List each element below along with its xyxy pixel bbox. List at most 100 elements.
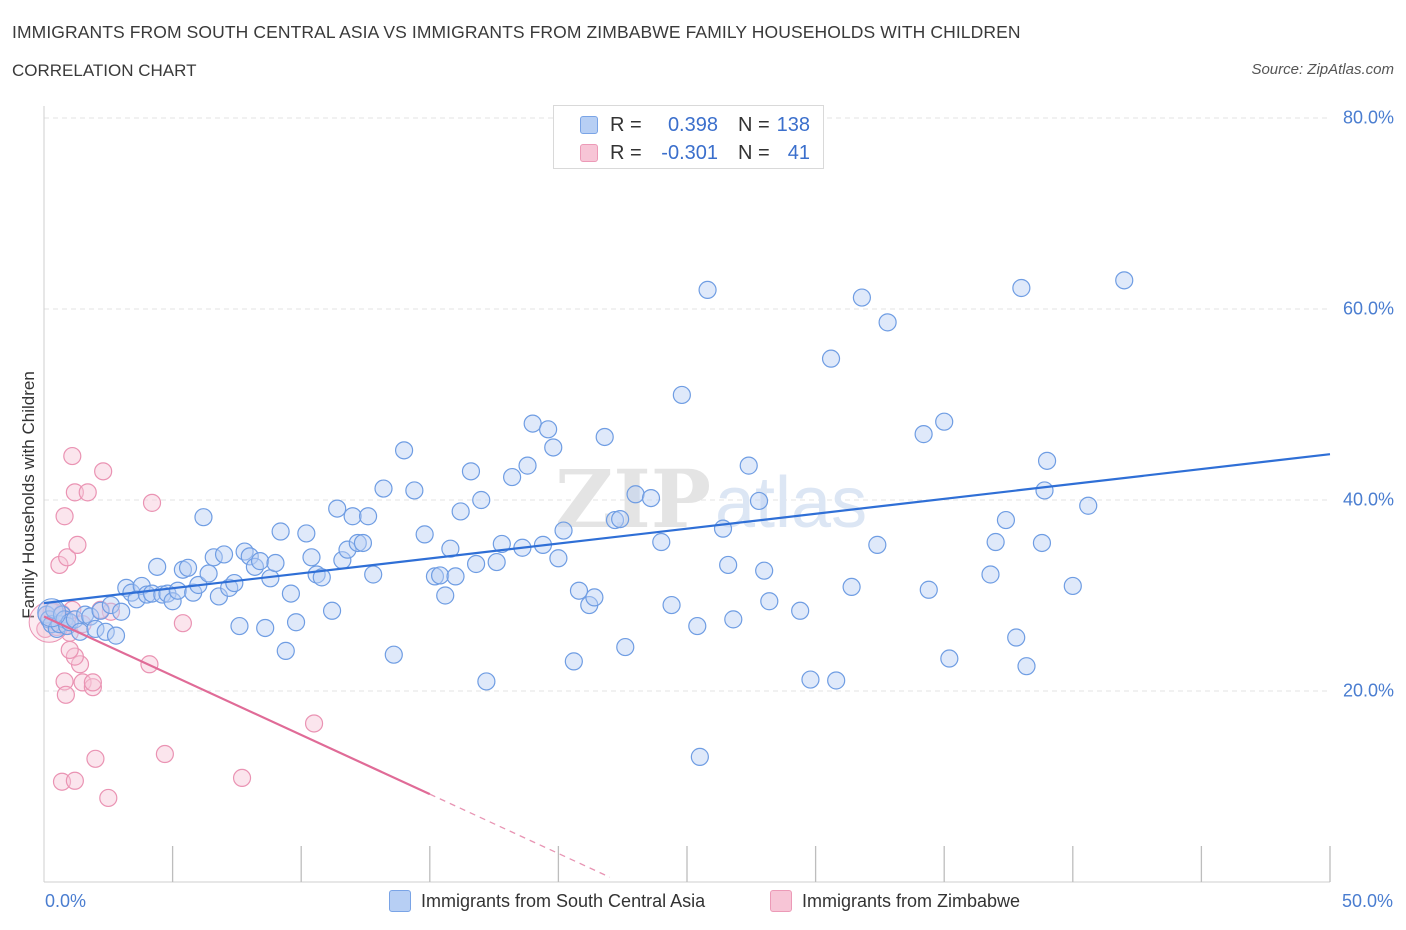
data-point-zimbabwe: [155, 744, 174, 764]
data-point-south-central-asia: [461, 462, 481, 481]
data-point-zimbabwe: [73, 673, 92, 692]
data-point-south-central-asia: [364, 565, 383, 584]
y-tick-label: 80.0%: [1342, 107, 1394, 128]
data-point-south-central-asia: [204, 548, 223, 567]
data-point-zimbabwe: [58, 548, 77, 567]
svg-text:atlas: atlas: [715, 463, 867, 543]
data-point-south-central-asia: [544, 438, 563, 457]
stats-legend: R = 0.398 N = 138 R = -0.301 N = 41: [553, 105, 824, 169]
legend-item-zimbabwe: Immigrants from Zimbabwe: [770, 890, 1020, 912]
data-point-south-central-asia: [672, 385, 691, 405]
data-point-south-central-asia: [86, 619, 105, 639]
data-point-south-central-asia: [276, 641, 295, 660]
data-point-south-central-asia: [384, 645, 403, 664]
data-point-south-central-asia: [70, 622, 90, 641]
trend-line-zimbabwe-extension: [429, 793, 611, 878]
pink-swatch: [580, 144, 598, 162]
data-point-south-central-asia: [405, 481, 424, 500]
data-point-south-central-asia: [91, 601, 110, 620]
data-point-zimbabwe: [65, 483, 84, 502]
trend-line-south-central-asia: [43, 453, 1331, 605]
data-point-south-central-asia: [801, 670, 820, 689]
data-point-south-central-asia: [487, 552, 506, 572]
data-point-south-central-asia: [626, 485, 645, 504]
data-point-south-central-asia: [935, 412, 954, 431]
axes: [43, 106, 1331, 883]
data-point-south-central-asia: [436, 586, 455, 605]
data-point-south-central-asia: [472, 490, 491, 510]
data-point-south-central-asia: [348, 533, 367, 553]
svg-text:ZIP: ZIP: [555, 452, 711, 546]
south-central-asia-points: [37, 271, 1134, 766]
data-point-zimbabwe: [50, 555, 69, 575]
data-point-south-central-asia: [755, 561, 774, 580]
data-point-south-central-asia: [1037, 451, 1057, 470]
data-point-south-central-asia: [791, 601, 810, 620]
data-point-south-central-asia: [652, 532, 671, 552]
data-point-zimbabwe: [232, 768, 252, 788]
data-point-zimbabwe: [56, 685, 75, 704]
legend-label: Immigrants from Zimbabwe: [802, 890, 1021, 911]
r-label: R =: [610, 141, 642, 164]
y-tick-label: 20.0%: [1342, 680, 1394, 701]
data-point-south-central-asia: [1017, 657, 1036, 676]
data-point-south-central-asia: [821, 349, 841, 368]
data-point-south-central-asia: [641, 488, 661, 508]
data-point-south-central-asia: [250, 552, 270, 571]
data-point-zimbabwe: [68, 535, 87, 554]
r-label: R =: [610, 113, 642, 136]
n-value: 41: [787, 141, 810, 164]
n-value: 138: [776, 113, 810, 136]
data-point-south-central-asia: [425, 567, 445, 586]
data-point-south-central-asia: [112, 602, 131, 621]
data-point-south-central-asia: [981, 565, 1000, 584]
data-point-zimbabwe: [83, 678, 102, 697]
data-point-zimbabwe: [173, 614, 192, 633]
data-point-south-central-asia: [1063, 576, 1082, 596]
data-point-south-central-asia: [451, 502, 470, 521]
data-point-south-central-asia: [539, 420, 558, 439]
data-point-south-central-asia: [132, 576, 151, 596]
data-point-south-central-asia: [353, 533, 373, 553]
data-point-south-central-asia: [842, 577, 861, 597]
data-point-south-central-asia: [358, 507, 378, 526]
x-tick-label: 0.0%: [45, 891, 87, 911]
data-point-south-central-asia: [266, 553, 285, 573]
data-point-south-central-asia: [1079, 496, 1098, 515]
data-point-south-central-asia: [312, 568, 331, 587]
data-point-zimbabwe: [55, 672, 74, 691]
data-point-zimbabwe: [86, 749, 105, 768]
data-point-south-central-asia: [605, 510, 625, 530]
x-tick-label: 50.0%: [1341, 891, 1393, 911]
data-point-south-central-asia: [163, 592, 182, 611]
data-point-south-central-asia: [523, 414, 542, 433]
data-point-south-central-asia: [37, 598, 67, 628]
data-point-south-central-asia: [1012, 278, 1031, 298]
data-point-south-central-asia: [1115, 271, 1134, 290]
data-point-south-central-asia: [148, 557, 167, 576]
data-point-south-central-asia: [827, 671, 846, 690]
trend-line-zimbabwe: [43, 615, 431, 796]
data-point-south-central-asia: [940, 649, 959, 668]
data-point-south-central-asia: [168, 581, 187, 600]
data-point-zimbabwe: [63, 446, 82, 466]
data-point-south-central-asia: [868, 535, 887, 554]
data-point-south-central-asia: [256, 618, 275, 638]
data-point-south-central-asia: [245, 557, 265, 576]
data-point-south-central-asia: [914, 425, 933, 444]
data-point-south-central-asia: [569, 581, 589, 600]
data-point-south-central-asia: [194, 508, 213, 527]
data-point-south-central-asia: [760, 592, 779, 611]
grid-lines: [44, 117, 1330, 692]
watermark: ZIP atlas: [555, 452, 867, 546]
data-point-south-central-asia: [374, 479, 393, 498]
data-point-south-central-asia: [996, 510, 1016, 530]
data-point-south-central-asia: [690, 747, 709, 766]
data-point-south-central-asia: [595, 427, 614, 447]
data-point-south-central-asia: [503, 467, 522, 487]
legend-item-south-central-asia: Immigrants from South Central Asia: [389, 890, 705, 912]
n-label: N =: [738, 141, 770, 164]
chart-title: IMMIGRANTS FROM SOUTH CENTRAL ASIA VS IM…: [12, 22, 1021, 42]
data-point-south-central-asia: [415, 525, 434, 544]
